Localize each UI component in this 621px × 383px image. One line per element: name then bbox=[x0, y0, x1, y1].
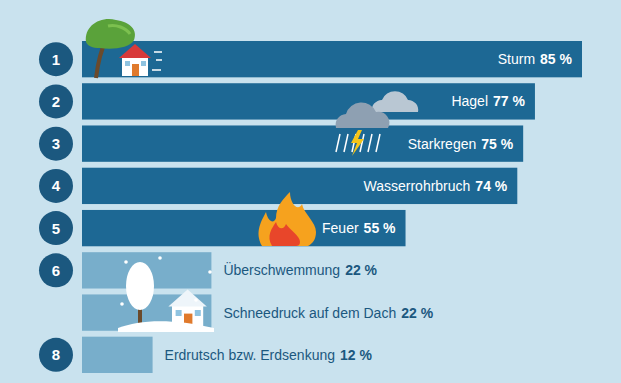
rank-badge bbox=[39, 338, 73, 372]
house-roof bbox=[168, 290, 206, 307]
wind-lines bbox=[152, 52, 162, 70]
category-label: Erdrutsch bzw. Erdsenkung bbox=[165, 347, 335, 363]
bar-label: Feuer 55 % bbox=[322, 220, 396, 236]
category-label: Hagel bbox=[451, 93, 488, 109]
rank-badge bbox=[39, 211, 73, 245]
bars bbox=[82, 41, 582, 373]
rank-label: 5 bbox=[52, 220, 60, 237]
rank-label: 3 bbox=[52, 135, 60, 152]
rain-drop bbox=[336, 134, 340, 152]
value-label: 77 % bbox=[493, 93, 525, 109]
rain-icon bbox=[336, 91, 419, 156]
rank-label: 8 bbox=[52, 346, 60, 363]
cloud-back bbox=[372, 91, 418, 112]
house-wall bbox=[122, 56, 148, 76]
bar bbox=[82, 83, 535, 119]
bar-label: Starkregen 75 % bbox=[408, 136, 514, 152]
bar bbox=[82, 41, 582, 77]
data-labels: Sturm 85 % Hagel 77 % Starkregen 75 % Wasserro… bbox=[165, 51, 573, 363]
rank-badge bbox=[39, 42, 73, 76]
rank-badge bbox=[39, 84, 73, 118]
rank-label: 1 bbox=[52, 51, 60, 68]
value-label: 85 % bbox=[540, 51, 572, 67]
ranks: 1 2 3 4 5 6 8 bbox=[39, 42, 73, 372]
snowflake bbox=[208, 270, 212, 274]
bar bbox=[82, 210, 406, 246]
snowflake bbox=[124, 260, 128, 264]
snowflake bbox=[194, 298, 198, 302]
bar-label: Wasserrohrbruch74 % bbox=[364, 178, 508, 194]
bar bbox=[82, 125, 523, 161]
bar-label: Erdrutsch bzw. Erdsenkung 12 % bbox=[165, 347, 373, 363]
bar-label: Schneedruck auf dem Dach 22 % bbox=[223, 305, 433, 321]
rank-label: 4 bbox=[52, 177, 61, 194]
category-label: Überschwemmung bbox=[223, 261, 340, 278]
value-label: 74 % bbox=[475, 178, 507, 194]
flame-inner bbox=[269, 222, 300, 246]
snow-tree bbox=[126, 262, 154, 310]
snowflake bbox=[120, 302, 124, 306]
category-label: Sturm bbox=[498, 51, 535, 67]
snow-ground bbox=[118, 321, 214, 332]
house-window bbox=[141, 61, 146, 66]
snow-icon bbox=[118, 256, 214, 332]
value-label: 55 % bbox=[364, 220, 396, 236]
house-window bbox=[176, 310, 182, 316]
value-label: 75 % bbox=[481, 136, 513, 152]
value-label: 22 % bbox=[345, 262, 377, 278]
tree-crown bbox=[86, 19, 135, 49]
rain-drop bbox=[368, 134, 372, 152]
background bbox=[0, 0, 621, 383]
cloud bbox=[336, 102, 390, 128]
rain-drop bbox=[344, 134, 348, 152]
house-window bbox=[195, 310, 201, 316]
value-label: 12 % bbox=[340, 347, 372, 363]
bar bbox=[82, 168, 517, 204]
lightning bbox=[351, 130, 364, 156]
bar-label: Überschwemmung 22 % bbox=[223, 261, 377, 278]
bar-label: Hagel 77 % bbox=[451, 93, 525, 109]
icons bbox=[86, 19, 418, 332]
bar-label: Sturm 85 % bbox=[498, 51, 573, 67]
rank-badge bbox=[39, 253, 73, 287]
category-label: Feuer bbox=[322, 220, 359, 236]
house-door bbox=[132, 64, 139, 76]
fire-icon bbox=[259, 192, 316, 246]
category-label: Starkregen bbox=[408, 136, 476, 152]
bar bbox=[82, 337, 153, 373]
flame-outer bbox=[259, 192, 316, 246]
category-label: Wasserrohrbruch bbox=[364, 178, 471, 194]
rank-label: 6 bbox=[52, 262, 60, 279]
house-window bbox=[125, 61, 130, 66]
house-icon bbox=[119, 44, 151, 76]
rank-label: 2 bbox=[52, 93, 60, 110]
rain-drop bbox=[376, 134, 380, 152]
house-roof bbox=[119, 44, 151, 58]
chart: 1 2 3 4 5 6 8 Sturm 85 % Hagel 77 % Starkregen 75 % W… bbox=[0, 0, 621, 383]
storm-icon bbox=[86, 19, 162, 78]
rank-badge bbox=[39, 169, 73, 203]
category-label: Schneedruck auf dem Dach bbox=[223, 305, 396, 321]
value-label: 22 % bbox=[401, 305, 433, 321]
snowflake bbox=[158, 256, 162, 260]
tree-highlight bbox=[108, 25, 130, 34]
rank-badge bbox=[39, 127, 73, 161]
